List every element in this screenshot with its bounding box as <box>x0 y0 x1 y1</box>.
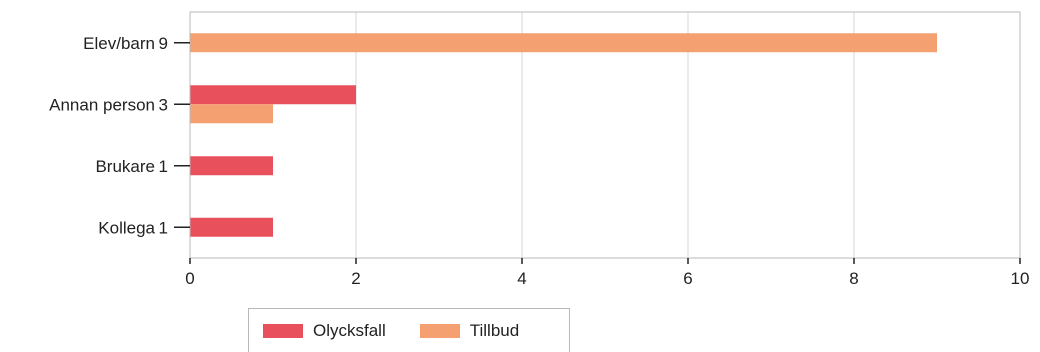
category-label-annan-person: Annan person <box>49 95 155 114</box>
legend-label-olycksfall: Olycksfall <box>313 320 386 340</box>
category-label-brukare: Brukare <box>95 157 155 176</box>
x-tick-label-10: 10 <box>1011 269 1030 288</box>
category-total-brukare: 1 <box>159 157 168 176</box>
bar-annan-person-tillbud <box>190 104 273 124</box>
legend-label-tillbud: Tillbud <box>469 320 520 340</box>
legend-swatch-olycksfall <box>263 323 303 338</box>
bar-brukare-olycksfall <box>190 156 273 176</box>
bar-elev-barn-tillbud <box>190 33 937 53</box>
category-label-kollega: Kollega <box>98 218 155 237</box>
bar-kollega-olycksfall <box>190 217 273 237</box>
x-tick-label-4: 4 <box>517 269 526 288</box>
x-tick-label-6: 6 <box>683 269 692 288</box>
legend-swatch-tillbud <box>419 323 460 338</box>
x-tick-label-8: 8 <box>849 269 858 288</box>
category-label-elev-barn: Elev/barn <box>83 34 155 53</box>
category-total-annan-person: 3 <box>159 95 168 114</box>
x-tick-label-2: 2 <box>351 269 360 288</box>
legend-item-tillbud: Tillbud <box>419 320 520 341</box>
bars <box>190 33 937 237</box>
legend-item-olycksfall: Olycksfall <box>263 321 386 341</box>
plot-frame <box>189 11 1021 259</box>
axes <box>174 11 1021 264</box>
category-total-kollega: 1 <box>159 218 168 237</box>
x-tick-label-0: 0 <box>185 269 194 288</box>
chart-legend: Olycksfall Tillbud <box>248 308 570 352</box>
bar-annan-person-olycksfall <box>190 85 356 105</box>
category-total-elev-barn: 9 <box>159 34 168 53</box>
